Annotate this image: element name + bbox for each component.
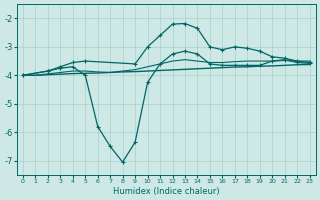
X-axis label: Humidex (Indice chaleur): Humidex (Indice chaleur) [113, 187, 220, 196]
